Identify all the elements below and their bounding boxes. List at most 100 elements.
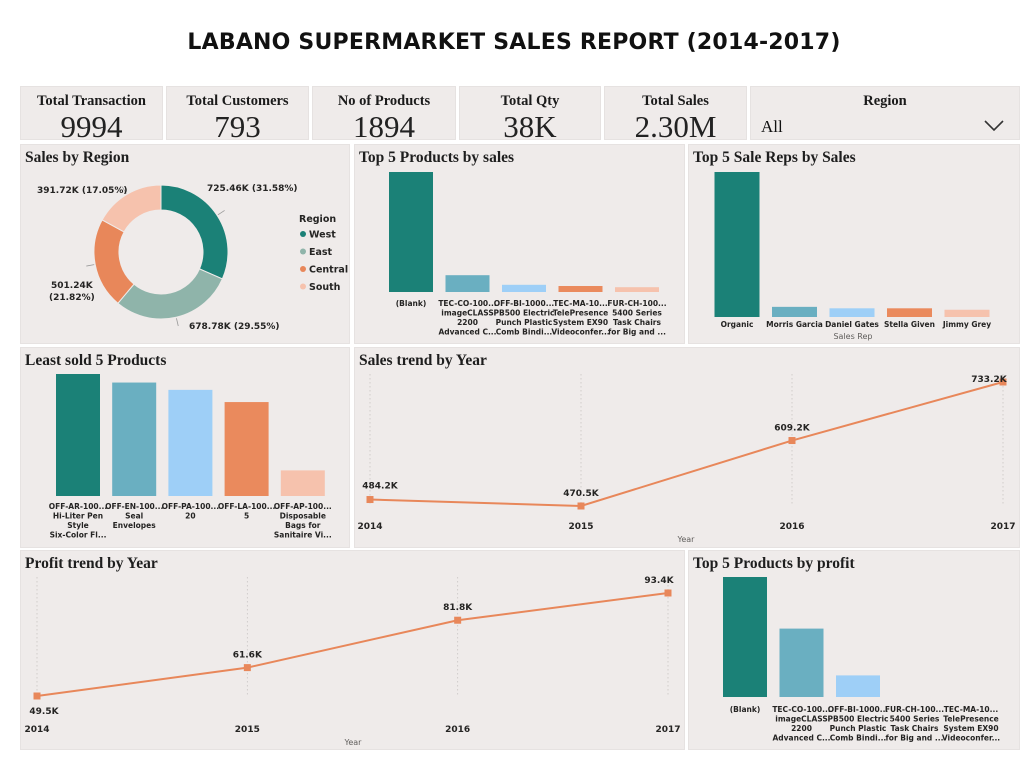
category-label: Punch Plastic <box>830 724 887 733</box>
trend-data-label: 470.5K <box>563 489 599 499</box>
profit-trend-chart: 49.5K 2014 61.6K 2015 81.8K 2016 93.4K 2017 Year <box>24 576 680 747</box>
category-label: System EX90 <box>943 724 998 733</box>
category-label: for Big and ... <box>608 328 666 337</box>
donut-data-label: (21.82%) <box>49 293 95 303</box>
kpi-label: No of Products <box>337 93 431 109</box>
category-label: OFF-EN-100... <box>105 502 163 511</box>
legend-item-south: South <box>309 282 341 293</box>
report-title: LABANO SUPERMARKET SALES REPORT (2014-20… <box>187 30 841 55</box>
kpi-label: Total Qty <box>500 93 560 109</box>
donut-data-label: 501.24K <box>51 281 94 291</box>
category-label: TEC-MA-10... <box>553 299 608 308</box>
category-label: TEC-MA-10... <box>944 705 999 714</box>
category-label: Sanitaire Vi... <box>274 531 332 540</box>
category-label: Six-Color Fl... <box>50 531 107 540</box>
chevron-down-icon[interactable] <box>983 119 1005 133</box>
panel-title: Sales trend by Year <box>359 352 487 369</box>
trend-marker <box>366 496 374 504</box>
bar <box>445 275 490 292</box>
category-label: Envelopes <box>113 521 157 530</box>
kpi-total-customers: Total Customers 793 <box>167 87 308 144</box>
category-label: TelePresence <box>553 309 609 318</box>
legend-item-west: West <box>309 230 336 241</box>
category-label: OFF-PA-100... <box>162 502 220 511</box>
category-label: Task Chairs <box>891 724 939 733</box>
bar <box>615 287 659 292</box>
category-label: OFF-LA-100... <box>218 502 276 511</box>
category-label: Bags for <box>285 521 321 530</box>
category-label: Seal <box>125 512 143 521</box>
trend-line <box>36 592 669 697</box>
trend-marker <box>33 692 41 700</box>
category-label: Punch Plastic <box>496 318 553 327</box>
bar <box>558 286 603 292</box>
x-tick-label: 2017 <box>655 725 680 735</box>
region-slicer-value[interactable]: All <box>761 117 783 136</box>
legend-title: Region <box>299 214 336 225</box>
least-sold-products-chart: OFF-AR-100...Hi-Liter PenStyleSix-Color … <box>49 374 332 540</box>
bar <box>779 628 824 697</box>
donut-leader-line <box>176 318 179 327</box>
top5-sale-reps-chart: Organic Morris Garcia Daniel Gates Stella G… <box>714 172 991 341</box>
category-label: imageCLASS <box>441 309 493 318</box>
category-label: FUR-CH-100... <box>607 299 666 308</box>
category-label: OFF-AP-100... <box>274 502 332 511</box>
bar <box>502 284 546 292</box>
category-label: PB500 Electric <box>827 715 888 724</box>
kpi-label: Total Customers <box>186 93 289 109</box>
bar <box>772 306 817 317</box>
panel-title: Top 5 Sale Reps by Sales <box>693 149 856 166</box>
trend-marker <box>243 664 251 672</box>
category-label: Jimmy Grey <box>942 320 991 329</box>
trend-data-label: 61.6K <box>233 651 263 661</box>
top5-products-profit-panel: Top 5 Products by profit (Blank) TEC-CO-1… <box>689 551 1019 749</box>
category-label: Videoconfer... <box>551 328 609 337</box>
trend-data-label: 81.8K <box>443 603 473 613</box>
panel-title: Top 5 Products by sales <box>359 149 515 166</box>
legend-marker <box>300 283 306 290</box>
x-tick-label: 2016 <box>779 522 804 532</box>
kpi-value: 793 <box>214 109 261 144</box>
kpi-value: 1894 <box>353 109 415 144</box>
category-label: TEC-CO-100... <box>438 299 497 308</box>
region-slicer-label: Region <box>863 93 907 109</box>
trend-marker <box>788 437 796 445</box>
kpi-value: 2.30M <box>634 109 717 144</box>
legend-marker <box>300 248 306 255</box>
trend-marker <box>999 378 1007 386</box>
bar <box>168 389 213 496</box>
profit-trend-panel: Profit trend by Year 49.5K 2014 61.6K 2015 8… <box>21 551 684 749</box>
trend-marker <box>577 502 585 510</box>
kpi-label: Total Sales <box>642 93 709 109</box>
category-label: System EX90 <box>553 318 608 327</box>
bar <box>56 374 100 496</box>
bar <box>714 172 760 317</box>
x-tick-label: 2016 <box>445 725 470 735</box>
legend-item-east: East <box>309 247 333 258</box>
kpi-value: 38K <box>503 109 557 144</box>
category-label: Style <box>67 521 89 530</box>
category-label: Morris Garcia <box>766 320 823 329</box>
category-label: Stella Given <box>884 320 935 329</box>
trend-data-label: 609.2K <box>774 424 810 434</box>
trend-data-label: 93.4K <box>644 576 674 586</box>
sales-trend-panel: Sales trend by Year 484.2K 2014 470.5K 2015… <box>355 348 1019 547</box>
category-label: Disposable <box>280 512 326 521</box>
category-label: imageCLASS <box>775 715 827 724</box>
trend-marker <box>664 589 672 597</box>
kpi-value: 9994 <box>60 109 123 144</box>
legend-marker <box>300 266 306 272</box>
category-label: Advanced C... <box>772 734 830 743</box>
least-sold-products-panel: Least sold 5 Products OFF-AR-100... Hi-Li… <box>21 348 349 547</box>
bar <box>723 577 767 697</box>
trend-marker <box>454 616 462 624</box>
x-tick-label: 2014 <box>357 522 382 532</box>
category-label: TelePresence <box>943 715 999 724</box>
category-label: 2200 <box>457 318 478 327</box>
region-slicer[interactable]: Region All <box>751 87 1019 139</box>
x-tick-label: 2014 <box>24 725 49 735</box>
kpi-total-transaction: Total Transaction 9994 <box>21 87 162 144</box>
x-axis-title: Year <box>677 535 696 544</box>
legend-item-central: Central <box>309 265 348 276</box>
bar <box>887 308 932 317</box>
